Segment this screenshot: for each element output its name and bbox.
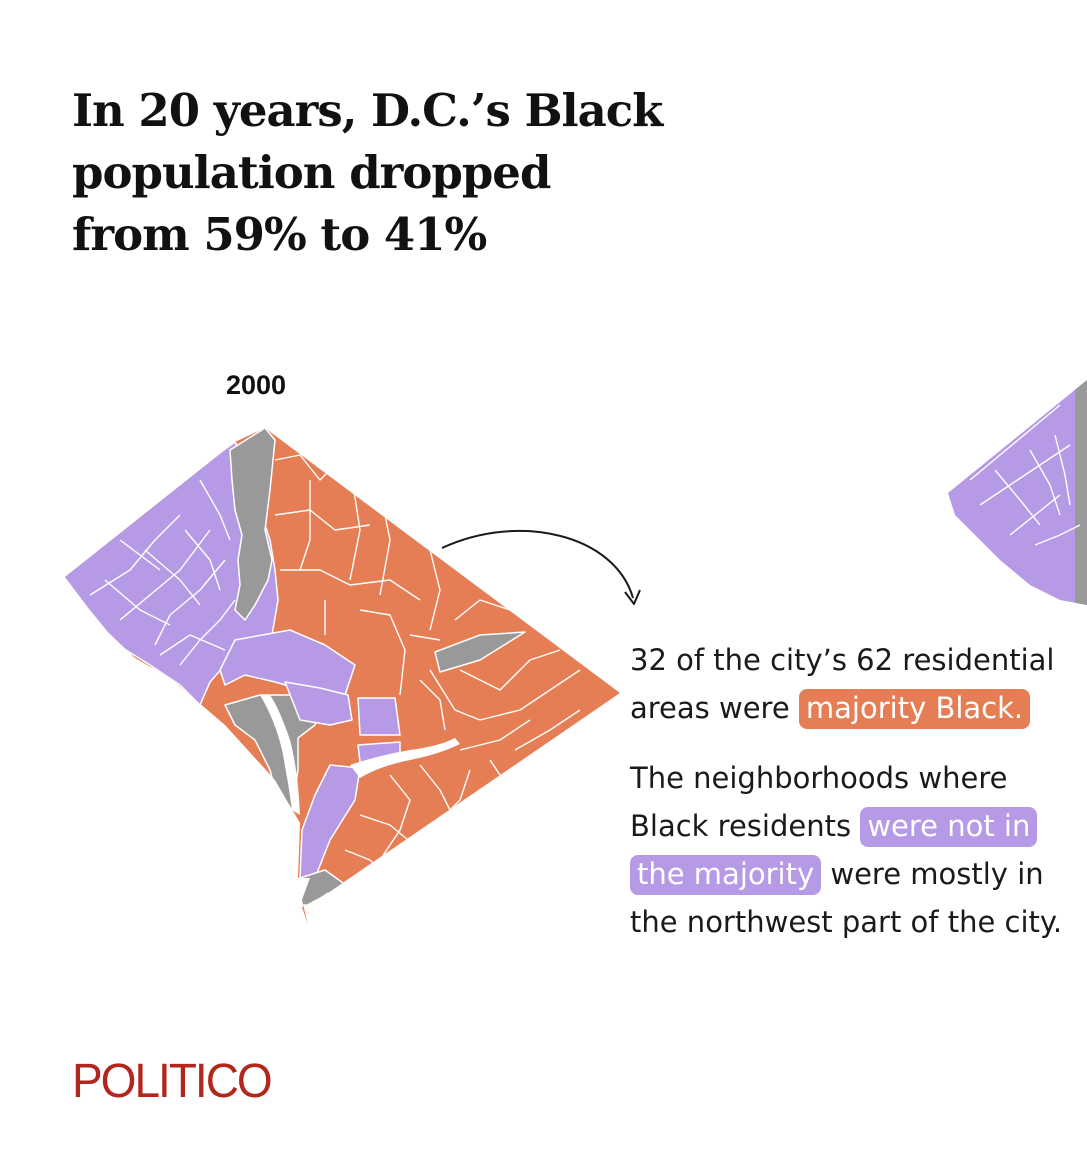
dc-map-2000 (65, 428, 620, 925)
annotation-paragraph-1: 32 of the city’s 62 residential areas we… (630, 636, 1070, 732)
anacostia-river (350, 738, 460, 778)
majority-black-highlight: majority Black. (798, 689, 1031, 729)
headline-line-1: In 20 years, D.C.’s Black (72, 84, 663, 137)
map-year-label: 2000 (226, 370, 287, 400)
no-data-area (434, 631, 526, 673)
headline-line-3: from 59% to 41% (72, 208, 487, 261)
no-data-area (1075, 380, 1087, 605)
no-data-area (229, 428, 276, 621)
potomac-river (260, 695, 300, 815)
politico-logo: POLITICO (72, 1053, 273, 1108)
arrow-icon (441, 529, 641, 605)
annotation: 32 of the city’s 62 residential areas we… (630, 636, 1070, 946)
annotation-text: 32 of the city’s 62 residential areas we… (630, 643, 1055, 725)
neighborhood-boundaries (969, 404, 1081, 546)
dc-map-next-preview (948, 380, 1087, 605)
non-majority-area (284, 681, 353, 726)
headline-line-2: population dropped (72, 146, 551, 199)
annotation-paragraph-2: The neighborhoods where Black residents … (630, 754, 1070, 946)
headline: In 20 years, D.C.’s Black population dro… (72, 80, 832, 266)
non-majority-area (357, 697, 401, 736)
non-majority-area (948, 380, 1087, 605)
annotation-text: The neighborhoods where Black residents (630, 761, 1008, 843)
annotation-text: were mostly in the northwest part of the… (630, 857, 1063, 939)
